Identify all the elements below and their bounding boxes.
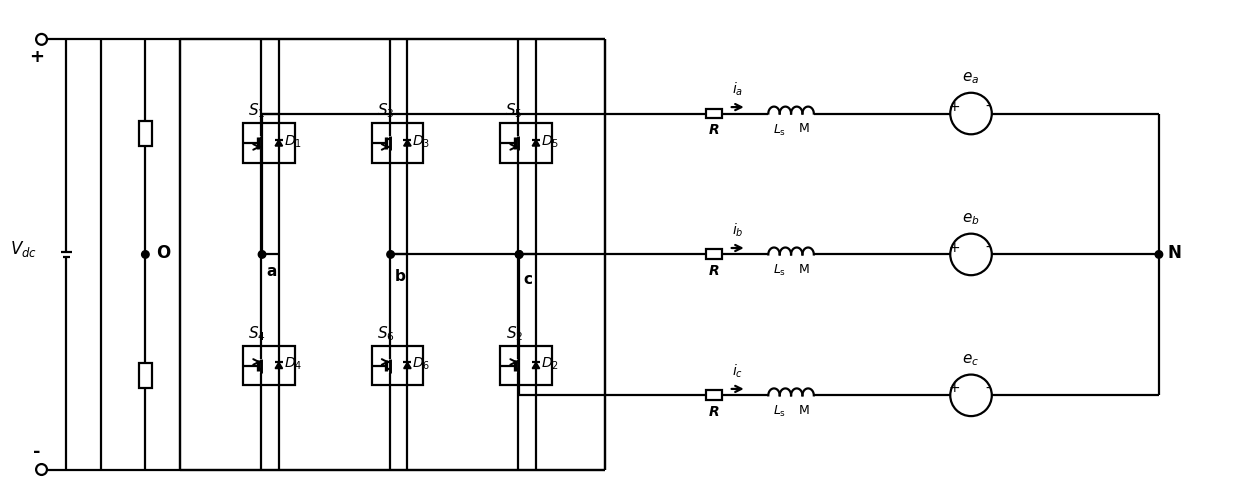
Text: $L_{\rm s}$: $L_{\rm s}$: [773, 404, 786, 419]
Text: $S_{6}$: $S_{6}$: [377, 324, 394, 343]
Text: R: R: [708, 123, 719, 137]
Text: $e_{b}$: $e_{b}$: [962, 211, 980, 227]
Text: N: N: [1168, 245, 1182, 262]
Polygon shape: [404, 140, 410, 146]
Polygon shape: [532, 140, 539, 146]
Text: M: M: [799, 122, 810, 135]
Text: $S_{1}$: $S_{1}$: [248, 102, 265, 120]
Text: $S_{2}$: $S_{2}$: [506, 324, 523, 343]
Polygon shape: [275, 362, 283, 368]
Text: O: O: [156, 245, 170, 262]
Circle shape: [516, 250, 523, 258]
Text: +: +: [949, 99, 960, 114]
Text: $D_{5}$: $D_{5}$: [541, 134, 559, 150]
Bar: [372, 346, 423, 386]
Text: M: M: [799, 404, 810, 417]
Bar: [706, 108, 723, 118]
Text: -: -: [986, 99, 991, 114]
Bar: [706, 391, 723, 400]
Text: $e_{c}$: $e_{c}$: [962, 352, 980, 368]
Circle shape: [36, 34, 47, 45]
Text: $S_{5}$: $S_{5}$: [506, 102, 523, 120]
Text: $i_{a}$: $i_{a}$: [732, 81, 743, 98]
Text: $S_{4}$: $S_{4}$: [248, 324, 267, 343]
Text: $L_{\rm s}$: $L_{\rm s}$: [773, 263, 786, 278]
Circle shape: [141, 250, 149, 258]
Polygon shape: [275, 140, 283, 146]
Text: +: +: [29, 48, 45, 66]
Text: a: a: [267, 264, 277, 279]
Text: -: -: [32, 443, 41, 461]
Polygon shape: [404, 362, 410, 368]
Text: $i_{c}$: $i_{c}$: [732, 362, 743, 380]
Text: $D_{4}$: $D_{4}$: [284, 356, 301, 372]
Bar: [372, 123, 423, 163]
Text: $D_{1}$: $D_{1}$: [284, 134, 301, 150]
Polygon shape: [532, 362, 539, 368]
Circle shape: [1156, 250, 1163, 258]
Text: M: M: [799, 263, 810, 276]
Text: $i_{b}$: $i_{b}$: [732, 221, 744, 239]
Bar: [243, 123, 295, 163]
Circle shape: [36, 464, 47, 475]
Circle shape: [258, 250, 265, 258]
Text: $V_{dc}$: $V_{dc}$: [10, 240, 37, 259]
Bar: [139, 363, 151, 388]
Text: b: b: [394, 269, 405, 284]
Text: $L_{\rm s}$: $L_{\rm s}$: [773, 122, 786, 138]
Text: c: c: [523, 272, 532, 287]
Text: +: +: [949, 381, 960, 396]
Bar: [243, 346, 295, 386]
Bar: [706, 249, 723, 259]
Bar: [139, 121, 151, 146]
Text: -: -: [986, 381, 991, 396]
Text: $D_{3}$: $D_{3}$: [412, 134, 430, 150]
Text: +: +: [949, 241, 960, 254]
Bar: [501, 346, 552, 386]
Text: -: -: [986, 241, 991, 254]
Text: $e_{a}$: $e_{a}$: [962, 70, 980, 86]
Text: R: R: [708, 264, 719, 278]
Bar: [501, 123, 552, 163]
Text: $D_{2}$: $D_{2}$: [541, 356, 559, 372]
Text: R: R: [708, 405, 719, 419]
Text: $S_{3}$: $S_{3}$: [377, 102, 394, 120]
Text: $D_{6}$: $D_{6}$: [412, 356, 430, 372]
Circle shape: [387, 250, 394, 258]
Circle shape: [516, 250, 523, 258]
